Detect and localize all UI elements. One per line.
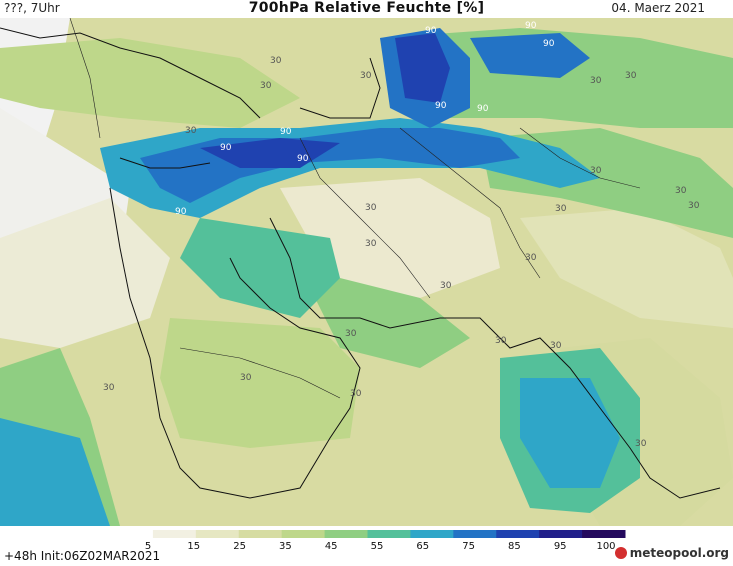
contour-label-30: 30: [525, 253, 537, 263]
colorbar-swatch: [410, 530, 454, 538]
pale-zone-west: [0, 198, 170, 348]
map-footer: 5 15 25 35 45 55 65 75 85 95 100 +48h Init:06Z02MA…: [0, 526, 733, 566]
colorbar-swatch: [281, 530, 326, 538]
colorbar-tick-label: 75: [462, 541, 475, 552]
contour-label-30: 30: [590, 76, 602, 86]
contour-label-90: 90: [220, 143, 232, 153]
contour-label-30: 30: [345, 329, 357, 339]
contour-label-30: 30: [270, 56, 282, 66]
colorbar-tick-label: 65: [416, 541, 430, 552]
colorbar-swatch: [195, 530, 240, 538]
contour-label-30: 30: [103, 383, 115, 393]
coastlines: [0, 27, 721, 499]
forecast-time-label: ???, 7Uhr: [4, 1, 60, 15]
contour-label-90: 90: [175, 207, 187, 217]
contour-label-30: 30: [365, 239, 377, 249]
contour-label-90: 90: [525, 21, 537, 31]
colorbar-swatch: [367, 530, 411, 538]
contour-label-30: 30: [365, 203, 377, 213]
logo-text: meteopool.org: [629, 546, 729, 560]
forecast-date: 04. Maerz 2021: [611, 1, 705, 15]
colorbar-tick-label: 100: [596, 541, 616, 552]
wet-arabian-sea: [520, 378, 620, 488]
contour-label-30: 30: [688, 201, 700, 211]
saturated-core-west: [200, 138, 340, 168]
moist-arabia: [160, 318, 360, 448]
colorbar-tick-label: 35: [279, 541, 292, 552]
colorbar-swatch: [152, 530, 197, 538]
contour-label-30: 30: [350, 389, 362, 399]
colorbar-swatch: [539, 530, 583, 538]
init-time-label: +48h Init:06Z02MAR2021: [4, 549, 161, 563]
moist-europe: [0, 38, 300, 128]
contour-label-30: 30: [495, 336, 507, 346]
contour-labels: 30 30 30 30 30 30 30 30 30 30 30 30 30 3…: [103, 21, 700, 449]
humidity-map: 30 30 30 30 30 30 30 30 30 30 30 30 30 3…: [0, 18, 733, 526]
colorbar-swatch: [496, 530, 540, 538]
wet-kazakhstan: [470, 33, 590, 78]
contour-label-90: 90: [280, 127, 292, 137]
colorbar-swatch: [453, 530, 497, 538]
moist-iraq: [180, 218, 340, 318]
contour-label-30: 30: [550, 341, 562, 351]
contour-label-90: 90: [477, 104, 489, 114]
map-header: ???, 7Uhr 700hPa Relative Feuchte [%] 04…: [0, 0, 733, 18]
contour-label-90: 90: [435, 101, 447, 111]
contour-label-30: 30: [635, 439, 647, 449]
colorbar-tick-label: 95: [553, 541, 567, 552]
contour-label-30: 30: [440, 281, 452, 291]
contour-label-90: 90: [425, 26, 437, 36]
contour-label-30: 30: [590, 166, 602, 176]
colorbar-swatch: [324, 530, 368, 538]
colorbar-swatch: [110, 530, 154, 538]
colorbar-tick-label: 5: [144, 541, 152, 552]
colorbar-tick-label: 15: [187, 541, 201, 552]
contour-label-90: 90: [543, 39, 555, 49]
colorbar-swatch: [582, 530, 626, 538]
contour-label-30: 30: [555, 204, 567, 214]
colorbar-tick-label: 55: [370, 541, 384, 552]
contour-label-30: 30: [675, 186, 687, 196]
contour-label-30: 30: [360, 71, 372, 81]
logo-icon: [614, 547, 627, 559]
pale-zone-india-north: [520, 208, 733, 328]
colorbar-tick-label: 85: [508, 541, 521, 552]
moist-gulf: [300, 268, 470, 368]
meteopool-logo[interactable]: meteopool.org: [614, 546, 729, 560]
saturated-core-russia: [395, 33, 450, 103]
contour-label-30: 30: [625, 71, 637, 81]
contour-label-30: 30: [185, 126, 197, 136]
contour-label-30: 30: [260, 81, 272, 91]
colorbar-swatch: [238, 530, 283, 538]
colorbar: [110, 530, 626, 538]
wet-africa: [0, 418, 110, 526]
borders: [69, 18, 641, 399]
colorbar-ticks: 5 15 25 35 45 55 65 75 85 95 100: [0, 541, 733, 553]
colorbar-tick-label: 25: [233, 541, 246, 552]
colorbar-tick-label: 45: [324, 541, 338, 552]
map-title: 700hPa Relative Feuchte [%]: [248, 0, 485, 16]
contour-label-90: 90: [297, 154, 309, 164]
contour-label-30: 30: [240, 373, 252, 383]
